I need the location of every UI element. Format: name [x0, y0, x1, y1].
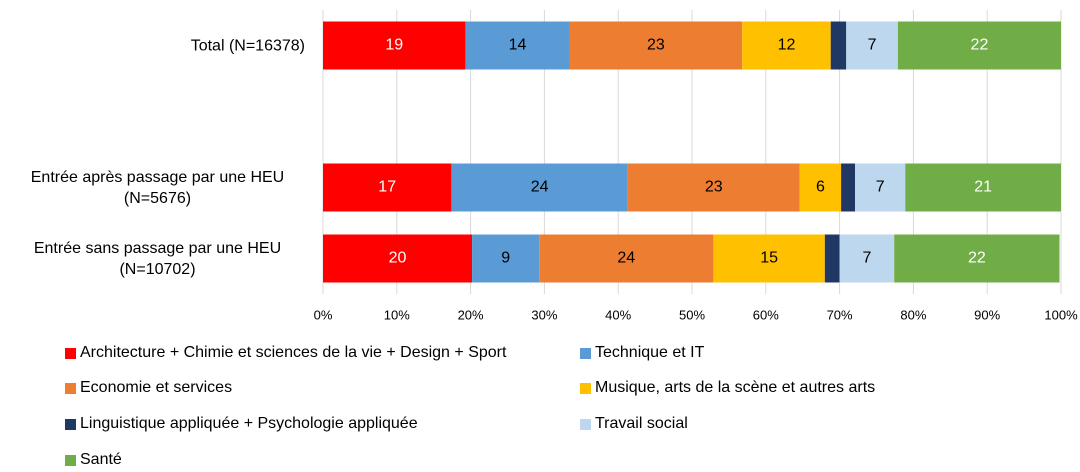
x-tick-label: 80% [900, 307, 926, 322]
data-label: 17 [378, 179, 396, 196]
bar-segment [799, 163, 842, 212]
bar-segment [465, 21, 570, 70]
data-label: 7 [862, 250, 871, 267]
legend-item: Musique, arts de la scène et autres arts [580, 379, 875, 397]
legend-swatch [580, 347, 591, 359]
legend-item: Architecture + Chimie et sciences de la … [65, 344, 506, 362]
data-label: 12 [778, 37, 796, 54]
data-label: 23 [705, 179, 723, 196]
bar-segment [472, 234, 540, 283]
bar-segment [830, 21, 847, 70]
data-label: 24 [531, 179, 549, 196]
bar-segment [894, 234, 1060, 283]
x-tick-label: 40% [605, 307, 631, 322]
x-tick-label: 50% [679, 307, 705, 322]
legend-swatch [65, 454, 76, 466]
category-label: Entrée sans passage par une HEU (N=10702… [33, 239, 282, 278]
legend-item: Travail social [580, 415, 688, 433]
legend-swatch [580, 418, 591, 430]
data-label: 7 [868, 37, 877, 54]
legend-label: Travail social [595, 415, 688, 432]
category-label: Total (N=16378) [190, 37, 305, 54]
bar-segment [841, 163, 856, 212]
data-label: 20 [389, 250, 407, 267]
legend-item: Linguistique appliquée + Psychologie app… [65, 415, 418, 433]
x-tick-label: 100% [1044, 307, 1078, 322]
data-label: 22 [971, 37, 989, 54]
legend-swatch [580, 382, 591, 394]
bar-segment [323, 163, 452, 212]
category-label: Entrée après passage par une HEU (N=5676… [30, 168, 285, 207]
legend-label: Architecture + Chimie et sciences de la … [80, 344, 507, 361]
bar-segment [713, 234, 825, 283]
data-label: 22 [968, 250, 986, 267]
x-tick-label: 60% [753, 307, 779, 322]
data-label: 15 [760, 250, 778, 267]
legend-swatch [65, 347, 76, 359]
data-label: 23 [647, 37, 665, 54]
bar-segment [897, 21, 1061, 70]
x-tick-label: 10% [384, 307, 410, 322]
x-tick-label: 90% [974, 307, 1000, 322]
bar-segment [569, 21, 743, 70]
bar-segment [839, 234, 895, 283]
legend-label: Musique, arts de la scène et autres arts [595, 379, 876, 396]
bar-segment [451, 163, 628, 212]
legend-label: Economie et services [80, 379, 233, 396]
bar-segment [323, 234, 473, 283]
data-label: 24 [617, 250, 635, 267]
data-label: 6 [816, 179, 825, 196]
bar-segment [846, 21, 898, 70]
legend-swatch [65, 382, 76, 394]
data-label: 14 [509, 37, 527, 54]
data-label: 21 [974, 179, 992, 196]
bar-segment [323, 21, 466, 70]
legend-swatch [65, 418, 76, 430]
x-tick-label: 0% [314, 307, 333, 322]
x-tick-label: 70% [827, 307, 853, 322]
bar-segment [742, 21, 831, 70]
x-tick-label: 20% [458, 307, 484, 322]
bar-segment [855, 163, 906, 212]
data-label: 19 [385, 37, 403, 54]
legend-item: Technique et IT [580, 344, 704, 362]
bar-segment [824, 234, 840, 283]
legend-label: Santé [80, 451, 122, 468]
data-label: 9 [501, 250, 510, 267]
x-tick-label: 30% [531, 307, 557, 322]
legend-item: Santé [65, 451, 122, 469]
legend-item: Economie et services [65, 379, 232, 397]
bar-segment [627, 163, 800, 212]
legend-label: Linguistique appliquée + Psychologie app… [80, 415, 418, 432]
bar-segment [905, 163, 1061, 212]
legend-label: Technique et IT [595, 344, 705, 361]
data-label: 7 [876, 179, 885, 196]
bar-segment [539, 234, 714, 283]
